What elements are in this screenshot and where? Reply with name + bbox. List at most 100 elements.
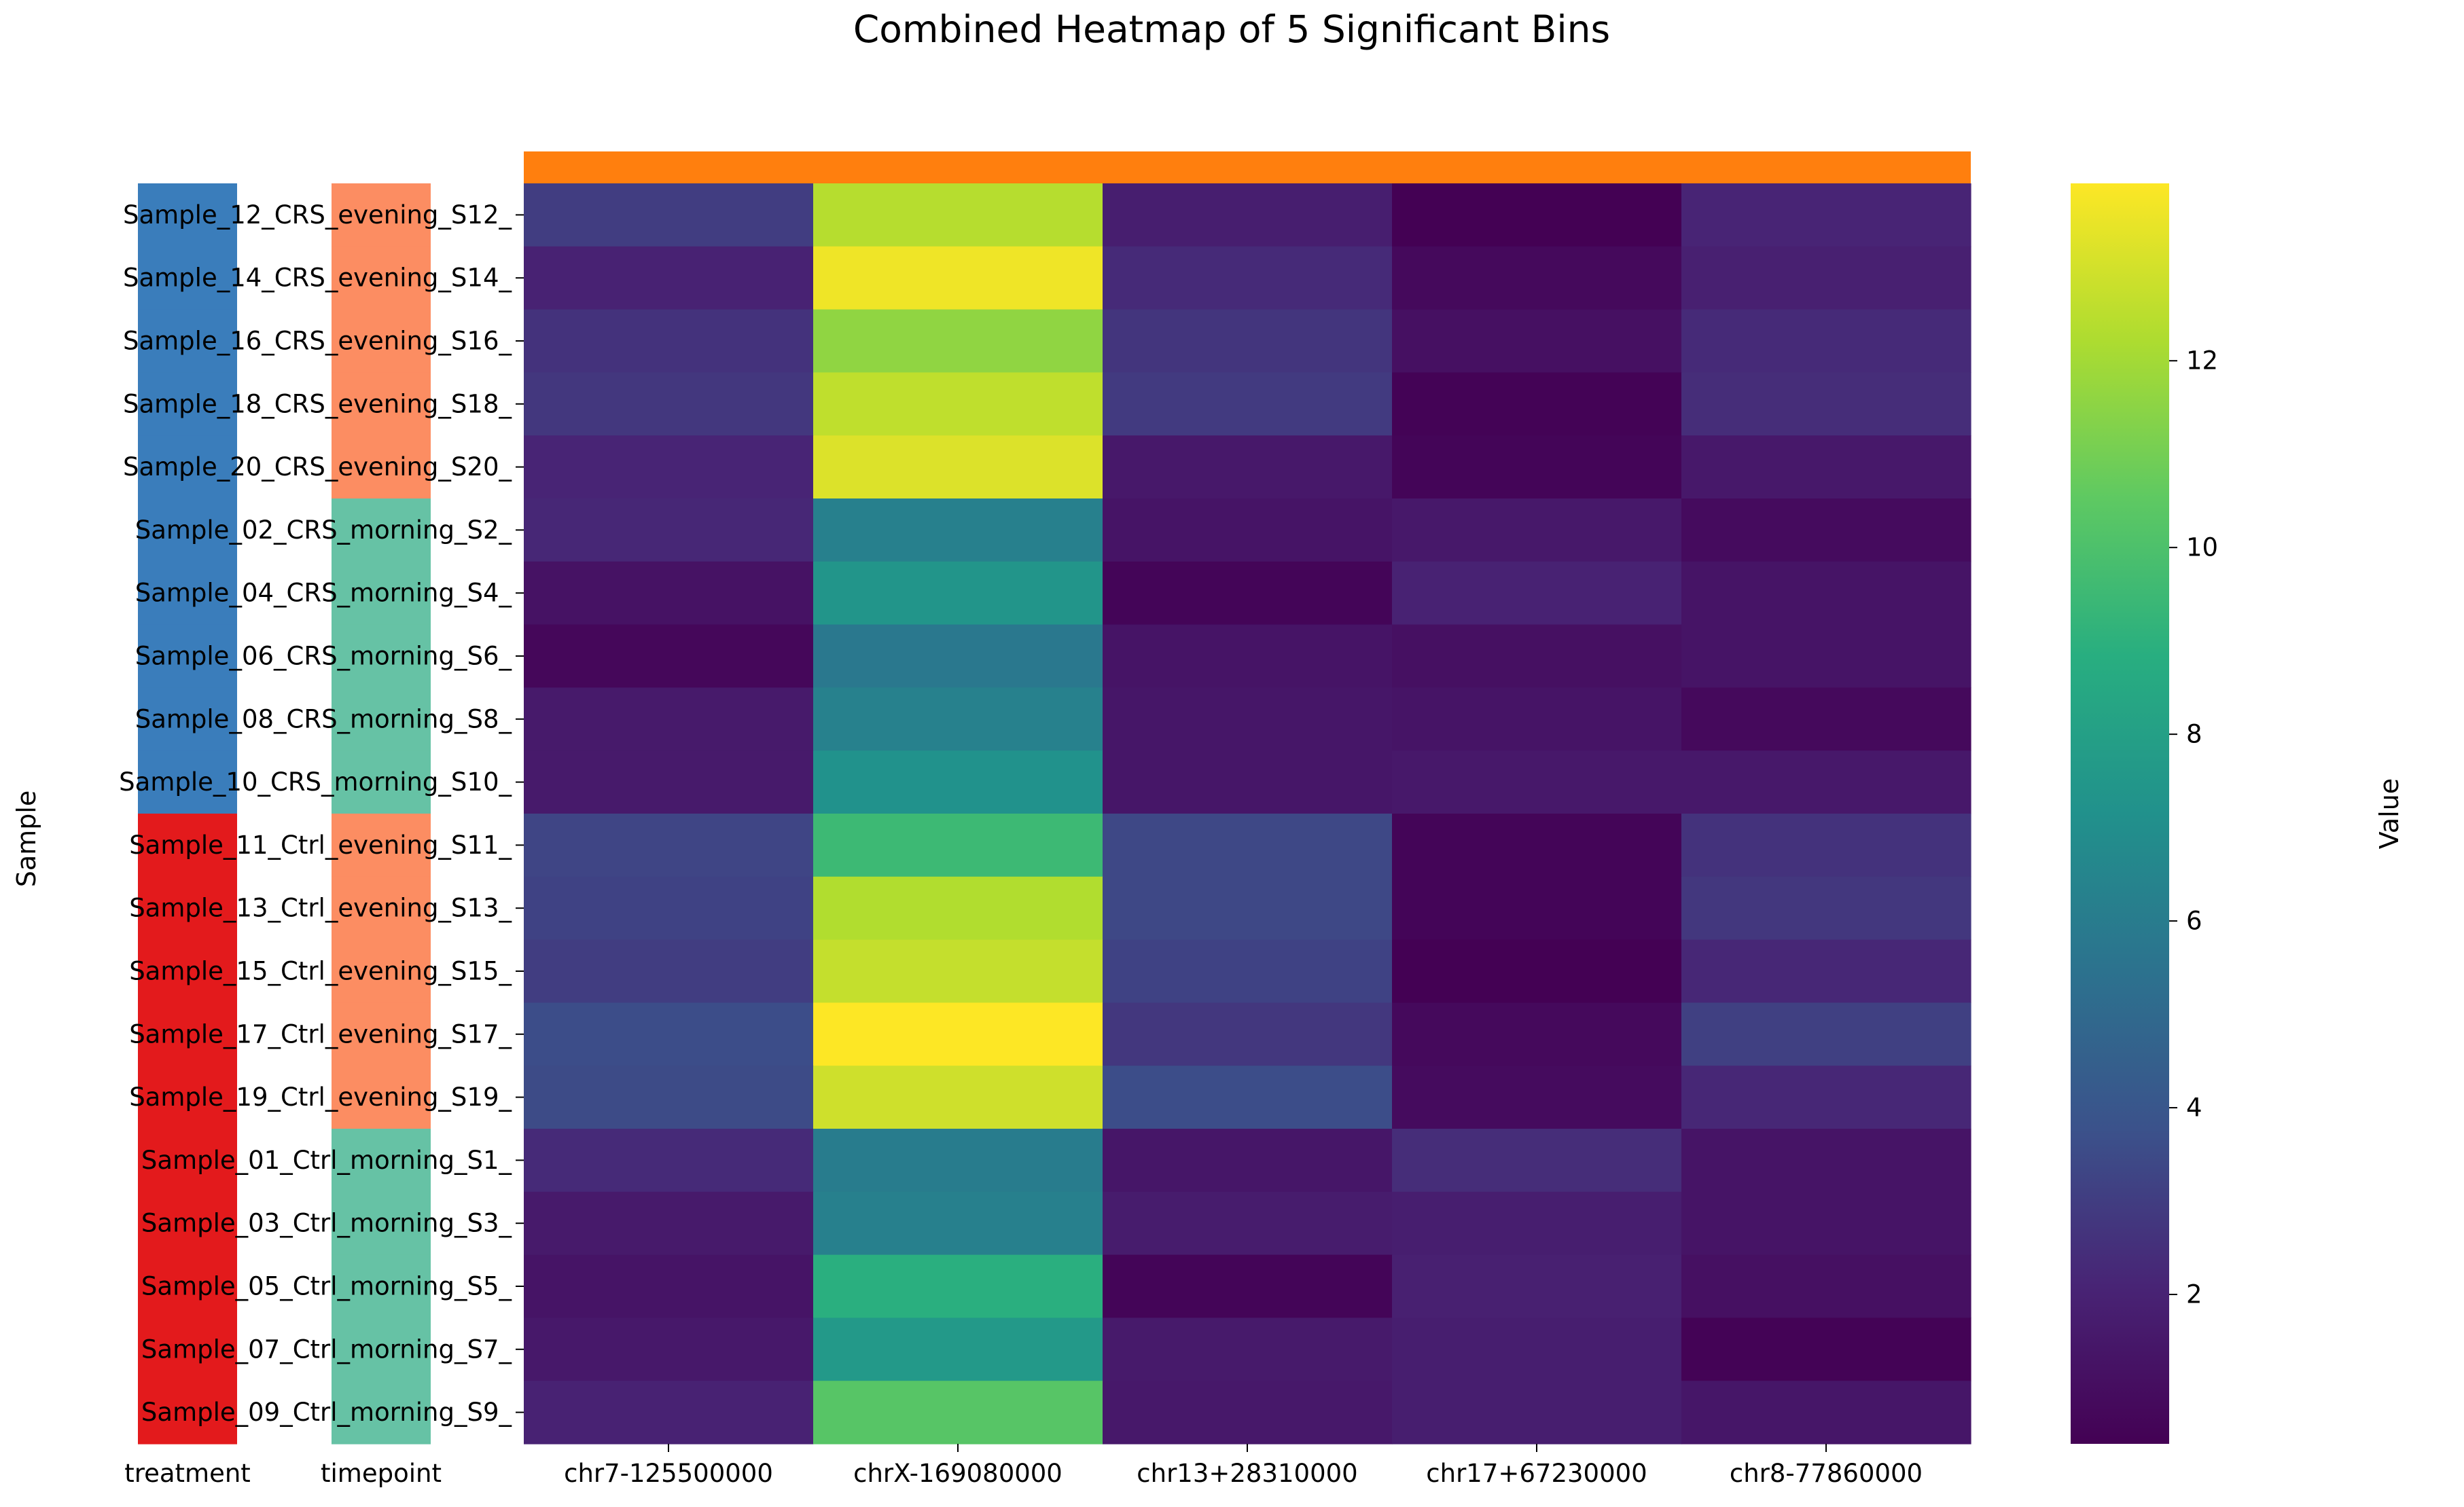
colorbar-tick-label: 12 — [2186, 346, 2218, 376]
heatmap-cell — [1103, 1002, 1393, 1066]
treatment-cell — [138, 435, 237, 499]
row-label: Sample_15_Ctrl_evening_S15_ — [129, 957, 512, 986]
heatmap-cell — [1681, 561, 1971, 625]
heatmap-cell — [1392, 1002, 1682, 1066]
heatmap-cell — [524, 1066, 814, 1129]
heatmap-cell — [813, 1254, 1103, 1318]
heatmap-cell — [1681, 687, 1971, 751]
heatmap-cell — [813, 750, 1103, 814]
heatmap-cell — [524, 876, 814, 941]
row-label: Sample_16_CRS_evening_S16_ — [123, 327, 512, 356]
treatment-cell — [138, 876, 237, 941]
timepoint-cell — [332, 1002, 431, 1066]
heatmap-cell — [524, 1002, 814, 1066]
timepoint-cell — [332, 814, 431, 877]
heatmap-cell — [1681, 498, 1971, 562]
heatmap-cell — [1103, 814, 1393, 877]
treatment-cell — [138, 1254, 237, 1318]
timepoint-cell — [332, 246, 431, 310]
heatmap-cell — [813, 687, 1103, 751]
heatmap-cell — [813, 1066, 1103, 1129]
heatmap-cell — [813, 498, 1103, 562]
annotation-headers: treatment timepoint — [124, 1459, 442, 1488]
timepoint-cell — [332, 1318, 431, 1381]
colorbar-label: Value — [2374, 778, 2404, 849]
row-label: Sample_13_Ctrl_evening_S13_ — [129, 894, 512, 923]
heatmap-cell — [813, 1002, 1103, 1066]
heatmap-cell — [1681, 183, 1971, 247]
heatmap-cell — [1392, 561, 1682, 625]
heatmap-cell — [1392, 246, 1682, 310]
row-label: Sample_18_CRS_evening_S18_ — [123, 389, 512, 418]
heatmap-cell — [1103, 687, 1393, 751]
timepoint-cell — [332, 1129, 431, 1193]
treatment-cell — [138, 246, 237, 310]
treatment-cell — [138, 687, 237, 751]
heatmap-cell — [1392, 1129, 1682, 1193]
heatmap-cell — [524, 750, 814, 814]
colorbar — [2071, 183, 2169, 1444]
row-label: Sample_17_Ctrl_evening_S17_ — [129, 1019, 512, 1049]
heatmap-cell — [1681, 876, 1971, 941]
timepoint-cell — [332, 687, 431, 751]
heatmap-cell — [524, 498, 814, 562]
heatmap-cell — [813, 435, 1103, 499]
heatmap-cell — [1392, 750, 1682, 814]
treatment-cell — [138, 939, 237, 1003]
column-label: chr8-77860000 — [1730, 1459, 1923, 1488]
row-label: Sample_12_CRS_evening_S12_ — [123, 200, 512, 230]
heatmap-cell — [1103, 183, 1393, 247]
row-label: Sample_10_CRS_morning_S10_ — [119, 767, 512, 797]
row-label: Sample_05_Ctrl_morning_S5_ — [141, 1272, 512, 1301]
y-axis-label: Sample — [12, 791, 41, 887]
treatment-cell — [138, 1191, 237, 1256]
heatmap-cell — [1392, 687, 1682, 751]
heatmap-cell — [524, 309, 814, 373]
heatmap-cell — [1103, 624, 1393, 688]
heatmap-cell — [524, 1129, 814, 1193]
column-label: chr17+67230000 — [1426, 1459, 1647, 1488]
timepoint-cell — [332, 624, 431, 688]
chart-title: Combined Heatmap of 5 Significant Bins — [853, 7, 1610, 51]
treatment-cell — [138, 624, 237, 688]
heatmap-cell — [813, 183, 1103, 247]
heatmap-cell — [813, 1191, 1103, 1256]
row-label: Sample_04_CRS_morning_S4_ — [135, 579, 512, 608]
heatmap-cell — [524, 687, 814, 751]
timepoint-cell — [332, 1191, 431, 1256]
heatmap-cell — [1681, 1318, 1971, 1381]
colorbar-tick-label: 2 — [2186, 1280, 2202, 1309]
heatmap-cell — [1103, 876, 1393, 941]
column-label: chr7-125500000 — [564, 1459, 773, 1488]
heatmap-cell — [524, 246, 814, 310]
row-labels: Sample_12_CRS_evening_S12_ Sample_14_CRS_… — [119, 200, 524, 1427]
heatmap-cell — [1103, 1129, 1393, 1193]
annotation-header-timepoint: timepoint — [321, 1459, 442, 1488]
heatmap-cell — [1392, 1254, 1682, 1318]
column-group-bar — [524, 151, 1971, 183]
heatmap-cell — [1681, 1129, 1971, 1193]
row-label: Sample_08_CRS_morning_S8_ — [135, 704, 512, 733]
treatment-cell — [138, 1381, 237, 1445]
timepoint-cell — [332, 1066, 431, 1129]
heatmap-cell — [1103, 372, 1393, 436]
heatmap-cell — [1103, 1381, 1393, 1445]
heatmap-cell — [1103, 498, 1393, 562]
treatment-cell — [138, 372, 237, 436]
treatment-cell — [138, 498, 237, 562]
heatmap-cell — [524, 624, 814, 688]
timepoint-cell — [332, 498, 431, 562]
annotation-columns — [138, 183, 431, 1445]
annotation-header-treatment: treatment — [124, 1459, 251, 1488]
row-label: Sample_01_Ctrl_morning_S1_ — [141, 1146, 512, 1175]
treatment-cell — [138, 309, 237, 373]
heatmap-cell — [1392, 939, 1682, 1003]
heatmap-cell — [1103, 750, 1393, 814]
heatmap-cell — [1681, 1254, 1971, 1318]
column-label: chrX-169080000 — [853, 1459, 1063, 1488]
heatmap-cell — [1392, 183, 1682, 247]
heatmap-cell — [1103, 435, 1393, 499]
colorbar-tick-label: 10 — [2186, 533, 2218, 562]
heatmap-cell — [1681, 309, 1971, 373]
